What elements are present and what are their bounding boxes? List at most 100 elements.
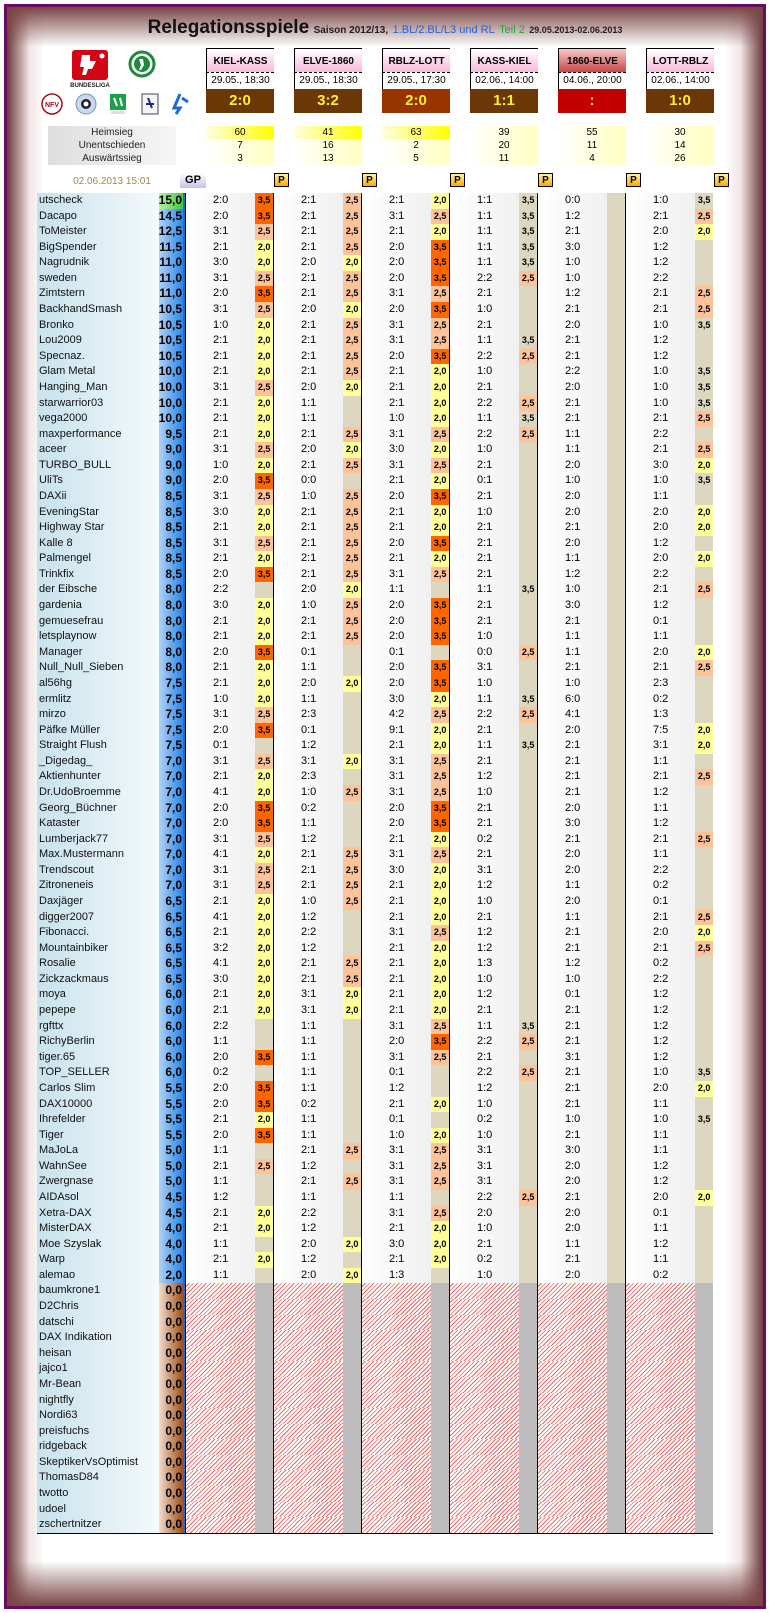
update-timestamp: 02.06.2013 15:01 [73,176,151,187]
table-row: rgfttx 6,0 2:2 1:1 3:1 2,5 1:1 3,5 2:1 1:2 [37,1018,713,1035]
tip-score: 1:1 [626,800,696,817]
tip-score: 0:2 [626,1267,696,1284]
tip-score [274,1299,344,1315]
tip-points [255,1470,273,1486]
tip-points [343,1080,361,1097]
tip-points [607,909,625,926]
tip-cell: 2:0 3,5 [361,800,449,817]
tip-score: 2:0 [186,566,256,583]
tip-score: 3:2 [186,940,256,957]
tip-score: 1:1 [274,1112,344,1128]
tip-score: 3:1 [186,379,256,396]
tip-cell: 2:1 [449,488,537,505]
table-row: Lou2009 10,5 2:1 2,0 2:1 2,5 3:1 2,5 1:1 3,5 2:1 1:… [37,333,713,349]
table-row: Ihrefelder 5,5 2:1 2,0 1:1 0:1 0:2 1:0 1:0 3,5 [37,1112,713,1128]
player-name: RichyBerlin [37,1034,159,1050]
tip-score: 2:1 [626,831,696,848]
tip-cell: 2:1 2,0 [185,395,273,412]
tip-score: 2:0 [274,255,344,271]
tip-cell: 1:2 [449,1080,537,1097]
tip-score: 1:1 [450,193,520,209]
tip-points: 2,0 [255,395,273,412]
tip-score [538,1454,608,1471]
tip-cell: 2:0 [537,894,625,910]
tip-cell: 1:1 [185,1236,273,1253]
tip-points [519,1236,537,1253]
tip-score [186,1299,256,1315]
tip-cell: 2:1 2,5 [273,1174,361,1190]
tip-score: 1:2 [626,1174,696,1190]
tip-points [695,629,713,645]
tip-points [519,1361,537,1377]
tip-points [343,1205,361,1222]
tip-score [186,1376,256,1393]
tip-score: 2:0 [274,442,344,458]
tip-points: 3,5 [255,286,273,303]
tip-points: 2,5 [431,707,449,723]
player-name: Lou2009 [37,333,159,349]
tip-points [607,1190,625,1206]
tip-cell: 2:0 2,0 [273,1267,361,1284]
player-name: utscheck [37,193,159,209]
tip-score: 1:1 [626,1221,696,1237]
player-total-points: 0,0 [158,1361,185,1377]
table-row: BackhandSmash 10,5 3:1 2,5 2:0 2,0 2:0 3,5 1:0 2:… [37,302,713,318]
tip-points: 2,0 [255,1221,273,1237]
tip-cell: 2:1 [449,535,537,552]
tip-cell: 1:1 [625,1221,713,1237]
tip-score: 2:0 [362,239,432,256]
tip-cell: 1:1 [361,1190,449,1206]
tip-score: 1:1 [450,224,520,240]
tip-score: 1:1 [450,208,520,225]
tip-score [450,1439,520,1455]
tip-score: 1:1 [274,691,344,708]
tip-points [519,925,537,941]
tip-cell: 3:1 2,5 [361,847,449,863]
tip-cell: 0:1 [537,987,625,1004]
tip-score: 2:1 [186,1003,256,1019]
tip-points [607,1018,625,1035]
tip-points [255,738,273,754]
player-name: Max.Mustermann [37,847,159,863]
tip-stats: 60 7 3 [206,126,274,165]
table-row: Manager 8,0 2:0 3,5 0:1 0:1 0:0 2,5 1:1 2:0 2,0 [37,644,713,661]
tip-cell: 3:0 2,0 [361,862,449,879]
tip-cell: 3:1 2,5 [361,925,449,941]
tip-cell: 1:0 2,5 [273,784,361,801]
player-name: starwarrior03 [37,395,159,412]
tip-score: 1:1 [186,1034,256,1050]
tip-points: 2,5 [255,707,273,723]
tip-points: 2,0 [431,1236,449,1253]
tip-cell [449,1392,537,1409]
tip-points: 2,5 [255,442,273,458]
tip-score: 2:1 [274,566,344,583]
tip-points [431,1283,449,1300]
player-name: UliTs [37,473,159,489]
tip-points [695,1127,713,1144]
tip-points: 2,5 [695,582,713,599]
tip-points [519,1299,537,1315]
tip-cell: 2:1 2,5 [625,442,713,458]
tip-points: 2,0 [431,504,449,521]
tip-points [519,940,537,957]
tip-cell: 2:1 2,5 [625,831,713,848]
tip-points [607,769,625,785]
tip-points: 2,0 [431,473,449,489]
tip-cell: 2:1 2,0 [361,1221,449,1237]
tip-points [343,769,361,785]
tip-points [343,940,361,957]
tip-points: 2,5 [431,1143,449,1159]
tip-cell: 1:2 [625,816,713,832]
tip-score: 2:3 [274,769,344,785]
tip-points [607,644,625,661]
tip-cell: 2:1 [449,317,537,334]
tip-points [255,1454,273,1471]
tip-cell: 3:1 2,5 [361,1018,449,1035]
tip-cell [537,1454,625,1471]
tip-score: 3:0 [186,598,256,614]
tip-cell [273,1283,361,1300]
match-header: ELVE-1860 29.05., 18:30 3:2 [294,48,362,113]
tip-points: 2,0 [255,769,273,785]
tip-cell: 2:1 2,5 [273,551,361,567]
tip-points [519,1345,537,1362]
